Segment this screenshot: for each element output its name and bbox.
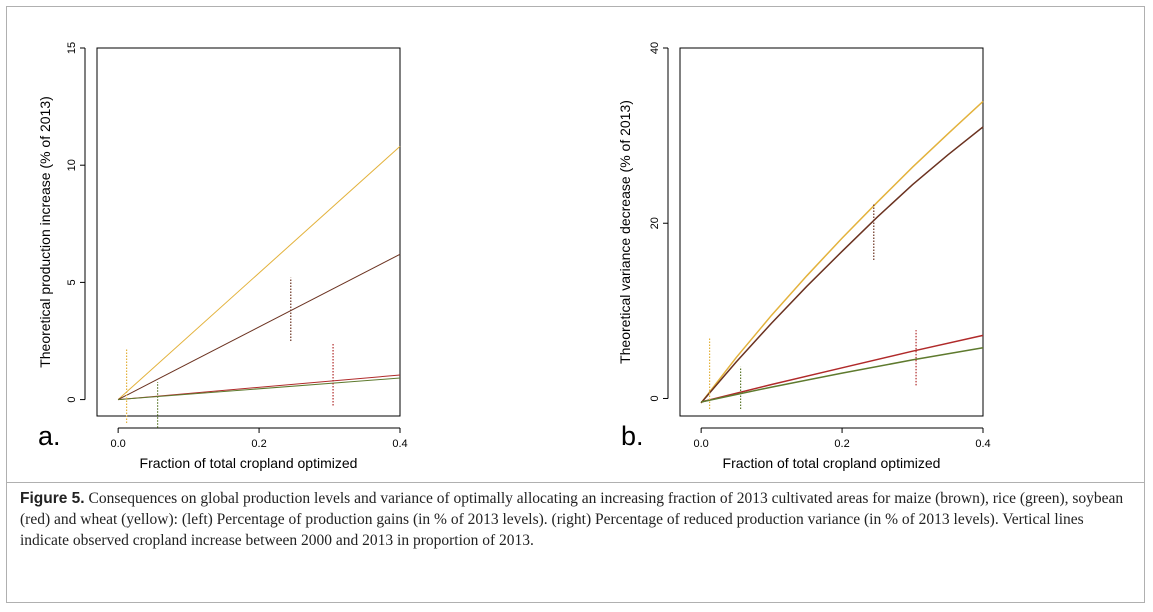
x-tick-label: 0.0 — [693, 438, 708, 450]
series-line-rice — [118, 377, 401, 401]
x-axis-title: Fraction of total cropland optimized — [723, 455, 941, 471]
y-tick-label: 15 — [66, 42, 78, 54]
panel-label: b. — [621, 421, 644, 451]
series-line-wheat — [700, 100, 984, 404]
caption-label: Figure 5. — [20, 490, 85, 507]
y-tick-label: 20 — [649, 217, 661, 229]
x-tick-label: 0.4 — [392, 438, 407, 450]
plot-box — [96, 47, 401, 417]
y-axis-title: Theoretical production increase (% of 20… — [37, 96, 53, 368]
y-tick-label: 40 — [649, 42, 661, 54]
x-tick-label: 0.2 — [251, 438, 266, 450]
caption-text: Consequences on global production levels… — [20, 490, 1124, 549]
figure-frame — [6, 6, 1145, 603]
y-tick-label: 0 — [66, 397, 78, 403]
x-tick-label: 0.4 — [975, 438, 990, 450]
x-tick-label: 0.2 — [834, 438, 849, 450]
chart-panel-a: 0.0 0.2 0.4 0 5 10 15 Fraction of total croplan… — [37, 42, 408, 471]
series-line-maize — [117, 253, 401, 401]
x-axis-title: Fraction of total cropland optimized — [140, 455, 358, 471]
series-line-maize — [700, 126, 984, 404]
plot-box — [679, 47, 984, 417]
y-tick-label: 10 — [66, 159, 78, 171]
y-tick-label: 0 — [649, 395, 661, 401]
x-tick-label: 0.0 — [110, 438, 125, 450]
series-line-wheat — [117, 146, 401, 400]
y-tick-label: 5 — [66, 279, 78, 285]
caption-divider — [6, 482, 1145, 483]
chart-panel-b: 0.0 0.2 0.4 0 20 40 Fraction of total cropland… — [617, 42, 991, 471]
panel-label: a. — [38, 421, 61, 451]
series-line-rice — [700, 346, 984, 403]
series-line-soybean — [700, 334, 984, 403]
y-axis-title: Theoretical variance decrease (% of 2013… — [617, 100, 633, 364]
figure-caption: Figure 5. Consequences on global product… — [20, 488, 1135, 551]
